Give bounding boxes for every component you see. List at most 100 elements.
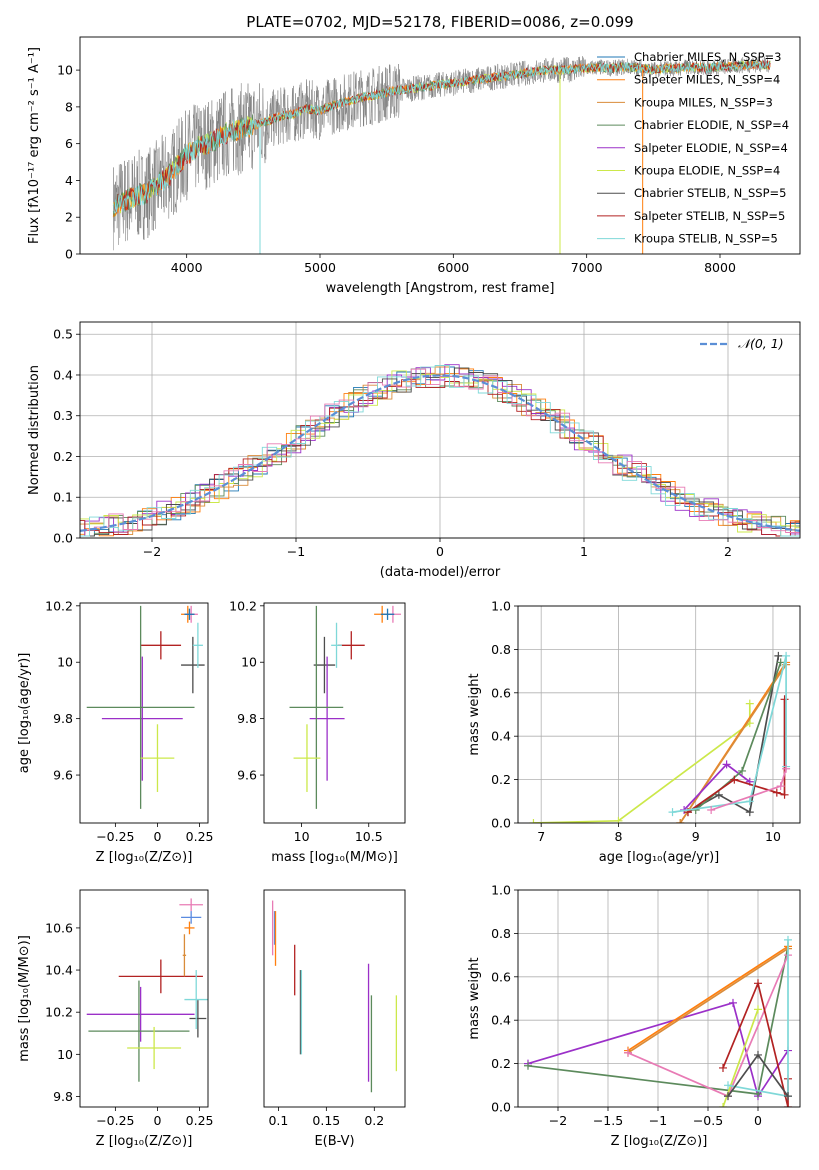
x-tick-label: −0.25: [96, 829, 134, 844]
weight-series-line: [710, 768, 787, 811]
y-tick-label: 10.4: [45, 963, 73, 978]
panel-age_vs_mass: 10 10.5 9.6 9.8 10 10.2 mass [log₁₀(M/M⊙)]: [229, 598, 406, 865]
x-tick-label: 0.2: [364, 1113, 384, 1128]
legend-label: Kroupa MILES, N_SSP=3: [634, 95, 773, 109]
plot-area-residuals: [80, 364, 800, 537]
weight-point-marker: [729, 998, 737, 1007]
y-tick-label: 10: [57, 655, 73, 670]
weight-point-marker: [719, 1063, 727, 1072]
weight-point-marker: [784, 1092, 792, 1101]
weight-point-marker: [524, 1061, 532, 1070]
weight-series-line: [679, 664, 787, 823]
plot-area-age_vs_Z: [86, 605, 205, 809]
x-tick-label: 1: [580, 544, 588, 559]
x-tick-label: 7: [537, 829, 545, 844]
x-tick-label: 10: [765, 829, 781, 844]
axes-frame: [517, 889, 801, 1108]
y-tick-label: 0.6: [491, 685, 511, 700]
weight-point-marker: [730, 775, 739, 784]
x-tick-label: −1.5: [593, 1113, 623, 1128]
weight-point-marker: [780, 695, 789, 704]
x-axis-label: age [log₁₀(age/yr)]: [599, 850, 720, 865]
x-tick-label: 6000: [437, 260, 469, 275]
weight-point-marker: [745, 808, 754, 817]
y-tick-label: 0: [65, 247, 73, 262]
histogram-step: [80, 366, 800, 537]
x-tick-label: 4000: [171, 260, 203, 275]
weight-point-marker: [676, 819, 685, 823]
x-tick-label: 9: [692, 829, 700, 844]
x-tick-label: 0: [436, 544, 444, 559]
weight-series-line: [627, 947, 789, 1054]
legend-label: Salpeter STELIB, N_SSP=5: [634, 209, 785, 223]
y-tick-label: 0.3: [53, 408, 73, 423]
x-tick-label: 0: [153, 1113, 161, 1128]
y-tick-label: 0.4: [491, 1013, 511, 1028]
weight-point-marker: [668, 808, 677, 817]
weight-series-line: [527, 1001, 789, 1099]
y-tick-label: 10: [241, 655, 257, 670]
y-tick-label: 1.0: [491, 599, 511, 614]
y-tick-label: 8: [65, 99, 73, 114]
model-spectrum-line: [112, 60, 771, 214]
axes-frame: [79, 602, 209, 824]
x-tick-label: 0.15: [312, 1113, 340, 1128]
legend-label: Chabrier STELIB, N_SSP=5: [634, 186, 786, 200]
x-tick-label: 5000: [304, 260, 336, 275]
weight-point-marker: [529, 819, 538, 823]
weight-series-line: [533, 703, 751, 823]
y-tick-label: 10.6: [45, 920, 73, 935]
histogram-step: [80, 370, 800, 533]
x-tick-label: 2: [724, 544, 732, 559]
y-tick-label: 1.0: [491, 883, 511, 898]
weight-point-marker: [724, 1092, 732, 1101]
x-tick-label: −1: [287, 544, 305, 559]
weight-point-marker: [784, 935, 792, 944]
weight-point-marker: [754, 1050, 762, 1059]
panel-mass_vs_ebv: 0.1 0.15 0.2 E(B-V): [263, 889, 406, 1149]
x-tick-label: 0.1: [268, 1113, 288, 1128]
histogram-step: [80, 365, 800, 537]
weight-point-marker: [745, 797, 754, 806]
y-tick-label: 0.2: [491, 772, 511, 787]
legend-label: Kroupa ELODIE, N_SSP=4: [634, 164, 780, 178]
y-tick-label: 10.2: [45, 1005, 73, 1020]
y-tick-label: 6: [65, 136, 73, 151]
weight-series-line: [687, 699, 786, 813]
axes-frame: [79, 889, 209, 1108]
weight-point-marker: [614, 816, 623, 823]
y-tick-label: 2: [65, 210, 73, 225]
weight-point-marker: [782, 764, 791, 773]
weight-point-marker: [719, 1103, 727, 1107]
weight-series-line: [627, 945, 789, 1052]
y-tick-label: 9.8: [237, 711, 257, 726]
y-tick-label: 0.6: [491, 969, 511, 984]
panel-age_vs_Z: −0.25 0 0.25 9.6 9.8 10 10.2 Z [log₁₀(Z/Z⊙)] age…: [17, 598, 214, 865]
weight-point-marker: [772, 788, 781, 797]
y-tick-label: 10.2: [229, 598, 257, 613]
y-tick-label: 0.0: [53, 531, 73, 546]
y-axis-label: Flux [fλ10⁻¹⁷ erg cm⁻² s⁻¹ A⁻¹]: [27, 47, 42, 244]
y-tick-label: 10.2: [45, 598, 73, 613]
x-tick-label: 7000: [571, 260, 603, 275]
x-tick-label: 10: [294, 829, 310, 844]
histogram-step: [80, 379, 800, 537]
y-tick-label: 9.6: [237, 768, 257, 783]
x-tick-label: 10.5: [355, 829, 383, 844]
legend-label: Salpeter MILES, N_SSP=4: [634, 73, 780, 87]
y-tick-label: 0.8: [491, 642, 511, 657]
x-axis-label: Z [log₁₀(Z/Z⊙)]: [96, 850, 193, 865]
figure-title: PLATE=0702, MJD=52178, FIBERID=0086, z=0…: [246, 13, 633, 31]
x-tick-label: −2: [143, 544, 161, 559]
x-tick-label: −0.5: [693, 1113, 723, 1128]
y-tick-label: 0.1: [53, 490, 73, 505]
weight-point-marker: [745, 699, 754, 708]
y-axis-label: mass weight: [467, 957, 482, 1039]
y-tick-label: 9.8: [53, 1089, 73, 1104]
weight-series-line: [672, 655, 787, 813]
panel-residuals: −2 −1 0 1 2 0.0 0.1 0.2 0.3 0.4 0.5 (data-model)/er…: [27, 321, 801, 580]
x-axis-label: mass [log₁₀(M/M⊙)]: [271, 850, 398, 865]
weight-point-marker: [782, 651, 791, 660]
axes-frame: [263, 889, 406, 1108]
plot-area-mass_vs_ebv: [271, 900, 398, 1093]
